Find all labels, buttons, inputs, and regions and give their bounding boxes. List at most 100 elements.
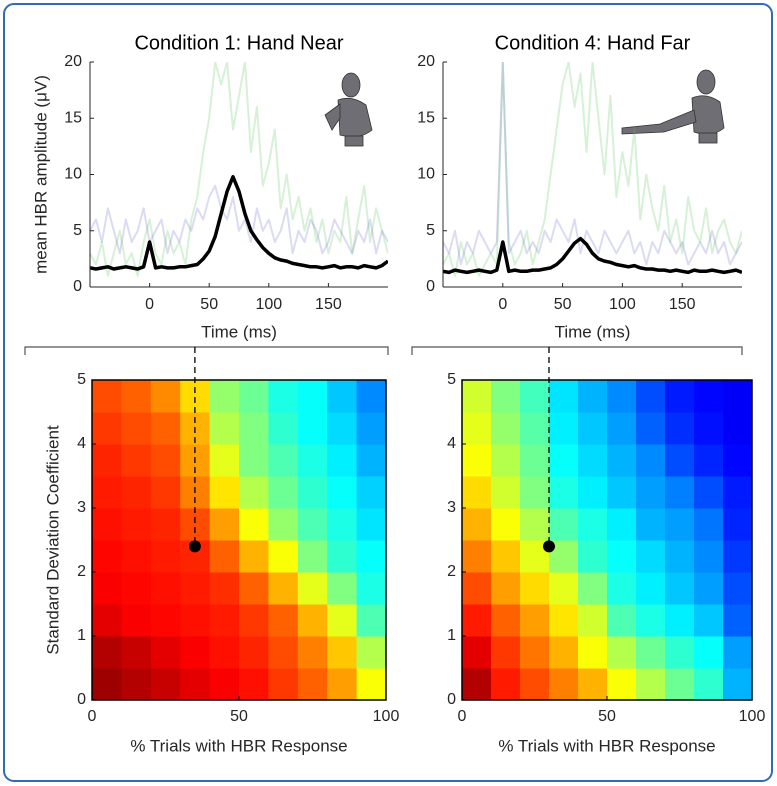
y-tick-label: 0 [77, 691, 86, 708]
heatmap-cell [607, 380, 637, 413]
heatmap-cell [636, 604, 666, 637]
heatmap-cell [462, 636, 492, 669]
heatmap-cell [209, 572, 240, 605]
heatmap-cell [92, 380, 122, 413]
y-tick-label: 0 [447, 691, 456, 708]
heatmap-cell [520, 444, 550, 477]
x-tick-label: 100 [373, 708, 400, 725]
heatmap-cell [356, 476, 387, 509]
heatmap-cell [180, 508, 211, 541]
heatmap-cell [297, 668, 328, 701]
series-line [90, 62, 388, 277]
heatmap-cell [268, 540, 299, 573]
heatmap-cell [209, 444, 240, 477]
heatmap-cell [92, 572, 122, 605]
heatmap-cell [607, 604, 637, 637]
heatmap-cell [239, 412, 269, 445]
heatmap-cell [607, 508, 637, 541]
marker-dot [543, 540, 555, 553]
heatmap-cell [297, 508, 328, 541]
heatmap-cell [297, 412, 328, 445]
heatmap-cell [209, 604, 240, 637]
heatmap-cell [636, 668, 666, 701]
heatmap-cell [665, 668, 695, 701]
heatmap-cell [462, 540, 492, 573]
heatmap-cell [694, 604, 724, 637]
heatmap-cell [462, 668, 492, 701]
heatmap-cell [268, 380, 299, 413]
heatmap-cell [121, 540, 152, 573]
x-tick-label: 50 [554, 296, 572, 313]
heatmap-cell [92, 476, 122, 509]
series-line [90, 184, 388, 255]
heatmap-cell [520, 412, 550, 445]
heatmap-cell [520, 508, 550, 541]
heatmap-cell [462, 380, 492, 413]
y-tick-label: 1 [447, 627, 456, 644]
heatmap-cell [578, 508, 608, 541]
heatmap-cell [723, 636, 753, 669]
heatmap-cell [549, 412, 579, 445]
heatmap-cell [239, 380, 269, 413]
heatmap-cell [92, 540, 122, 573]
x-tick-label: 150 [669, 296, 696, 313]
heatmap-cell [607, 540, 637, 573]
heatmap-cell [636, 540, 666, 573]
x-tick-label: 0 [145, 296, 154, 313]
y-tick-label: 10 [417, 166, 435, 183]
heatmap-cell [239, 604, 269, 637]
heatmap-cell [665, 476, 695, 509]
heatmap-cell [607, 668, 637, 701]
heatmap-cell [327, 476, 358, 509]
marker-dot [188, 540, 201, 553]
heatmap-cell [520, 636, 550, 669]
heatmap-cell [121, 508, 152, 541]
heatmap-cell [268, 636, 299, 669]
heatmap-cell [462, 476, 492, 509]
plot-area [90, 62, 388, 277]
heatmap-cell [327, 668, 358, 701]
heatmap-cell [665, 540, 695, 573]
heatmap-cell [578, 604, 608, 637]
heatmap-cell [327, 540, 358, 573]
heatmap-cell [607, 636, 637, 669]
heatmap-cell [356, 572, 387, 605]
heatmap-cell [121, 380, 152, 413]
heatmap-cell [694, 636, 724, 669]
series-line [443, 236, 742, 275]
y-tick-label: 2 [447, 563, 456, 580]
heatmap-cell [92, 636, 122, 669]
heatmap-cell [491, 636, 521, 669]
heatmap-cell [239, 476, 269, 509]
heatmap-cell [209, 476, 240, 509]
heatmap-cell [491, 540, 521, 573]
heatmap-cell [549, 668, 579, 701]
heatmap-cell [578, 476, 608, 509]
heatmap-cell [356, 540, 387, 573]
x-tick-label: 100 [255, 296, 282, 313]
heatmap-cell [356, 508, 387, 541]
heatmap-cell [356, 380, 387, 413]
heatmap-cell [694, 476, 724, 509]
heatmap-cell [491, 476, 521, 509]
x-tick-label: 150 [315, 296, 342, 313]
heatmap-cell [121, 668, 152, 701]
chart-title: Condition 4: Hand Far [495, 32, 691, 54]
heatmap-cell [239, 508, 269, 541]
heatmap-cell [239, 636, 269, 669]
heatmap-cell [549, 572, 579, 605]
heatmap-cell [549, 508, 579, 541]
heatmap-cell [607, 444, 637, 477]
heatmap-cell [297, 476, 328, 509]
heatmap-cell [549, 636, 579, 669]
heatmap-cell [268, 412, 299, 445]
heatmap-cell [549, 380, 579, 413]
heatmap-cell [356, 604, 387, 637]
series-line [90, 175, 388, 271]
x-axis-label: Time (ms) [201, 322, 277, 341]
heatmap-cell [549, 444, 579, 477]
heatmap-cell [356, 668, 387, 701]
heatmap-cell [723, 668, 753, 701]
heatmap-cell [297, 636, 328, 669]
